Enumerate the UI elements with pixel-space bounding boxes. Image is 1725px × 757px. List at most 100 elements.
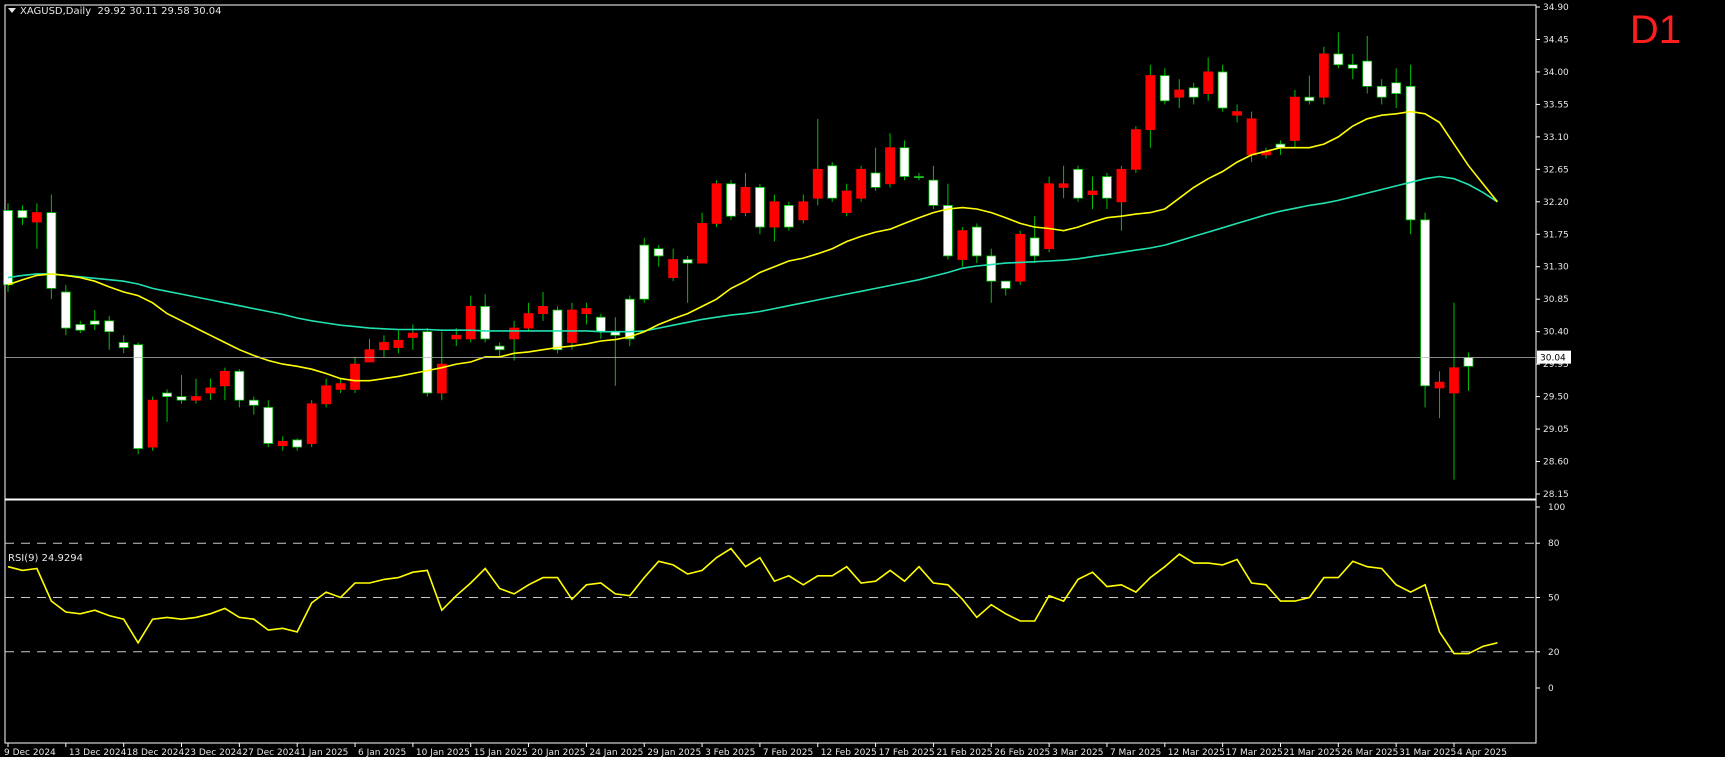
bull-candle [162,392,172,397]
dropdown-triangle-icon[interactable] [8,8,16,13]
bear-candle [465,306,476,340]
bear-candle [1058,183,1069,188]
price-tick-label: 31.30 [1543,263,1569,273]
price-tick-label: 30.85 [1543,295,1569,305]
bull-candle [17,210,28,219]
bear-candle [885,147,895,185]
bear-candle [697,223,707,264]
bear-candle [1116,168,1127,203]
bear-candle [379,342,389,351]
price-axis: 34.90 34.45 34.00 33.55 33.10 32.65 32.20 31.75… [1536,3,1569,500]
rsi-line [7,547,1498,655]
bear-candle [393,339,404,348]
rsi-panel-border [4,499,1537,744]
price-tick-label: 31.75 [1543,230,1569,240]
bull-candle [46,212,57,289]
bear-candle [321,385,332,405]
price-tick-label: 32.20 [1543,198,1569,208]
bull-candle [1029,237,1040,257]
time-tick-label: 12 Mar 2025 [1168,748,1225,757]
ma-fast-line [7,110,1499,382]
bull-candle [494,345,505,351]
bull-candle [639,244,650,300]
bull-candle [653,248,664,257]
bear-candle [1015,233,1026,282]
bear-candle [147,399,158,448]
bull-candle [1073,168,1083,199]
price-tick-label: 30.40 [1543,328,1569,338]
bear-candle [769,201,780,228]
time-tick-label: 29 Jan 2025 [647,748,701,757]
bull-candle [234,370,245,401]
time-tick-label: 3 Feb 2025 [705,748,755,757]
bear-candle [567,309,577,343]
bear-candle [436,363,447,394]
bear-candle [350,363,360,390]
bear-candle [191,396,201,401]
bear-candle [364,349,375,363]
time-tick-label: 21 Mar 2025 [1283,748,1340,757]
bull-candle [726,183,736,217]
bear-candle [277,440,288,447]
rsi-tick-label: 20 [1548,648,1560,658]
price-tick-label: 34.90 [1543,3,1569,13]
time-tick-label: 15 Jan 2025 [474,748,528,757]
moving-averages-layer: 30.04 [5,110,1571,382]
bull-candle [176,396,187,401]
bull-candle [1347,64,1358,69]
price-tick-label: 33.55 [1543,100,1569,110]
bear-candle [1044,183,1055,250]
bull-candle [595,316,606,333]
bear-candle [523,313,534,329]
bull-candle [1420,219,1430,387]
bear-candle [1246,118,1257,156]
bull-candle [986,255,997,282]
bull-candle [928,179,939,206]
rsi-tick-label: 50 [1548,594,1560,604]
bull-candle [133,344,144,449]
bull-candle [480,306,491,340]
price-tick-label: 29.95 [1543,360,1569,370]
bull-candle [783,205,794,228]
price-panel-border [4,4,1537,500]
price-tick-label: 29.05 [1543,425,1569,435]
time-tick-label: 13 Dec 2024 [69,748,127,757]
time-tick-label: 26 Mar 2025 [1341,748,1398,757]
bear-candle [841,190,852,214]
chart-header[interactable]: XAGUSD,Daily 29.92 30.11 29.58 30.04 [8,6,222,17]
bull-candle [1188,87,1199,98]
ma-slow-line [7,175,1498,333]
time-tick-label: 3 Mar 2025 [1052,748,1103,757]
bear-candle [856,168,867,199]
bear-candle [1145,75,1156,131]
time-tick-label: 9 Dec 2024 [4,748,56,757]
bear-candle [1290,96,1300,141]
bear-candle [581,308,592,315]
time-tick-label: 10 Jan 2025 [416,748,470,757]
bear-candle [1449,367,1459,394]
time-tick-label: 23 Dec 2024 [185,748,243,757]
time-tick-label: 27 Dec 2024 [242,748,300,757]
bull-candle [1333,53,1344,66]
price-tick-label: 34.45 [1543,35,1569,45]
bull-candle [624,298,635,340]
time-tick-label: 7 Mar 2025 [1110,748,1161,757]
bull-candle [1362,60,1373,87]
price-tick-label: 28.15 [1543,490,1569,500]
price-tick-label: 32.65 [1543,165,1569,175]
bear-candle [1232,111,1242,116]
bull-candle [60,291,71,329]
bear-candle [538,306,548,315]
bull-candle [263,407,274,444]
time-axis: 9 Dec 2024 13 Dec 2024 18 Dec 2024 23 Dec 2… [4,743,1507,757]
ohlc-readout: 29.92 30.11 29.58 30.04 [97,6,222,17]
bull-candle [248,399,259,406]
time-tick-label: 20 Jan 2025 [532,748,586,757]
bear-candle [668,259,679,278]
rsi-tick-label: 100 [1548,503,1565,513]
rsi-header: RSI(9) 24.9294 [8,553,83,564]
price-tick-label: 29.50 [1543,393,1569,403]
bull-candle [971,226,982,257]
bull-candle [1000,280,1011,289]
